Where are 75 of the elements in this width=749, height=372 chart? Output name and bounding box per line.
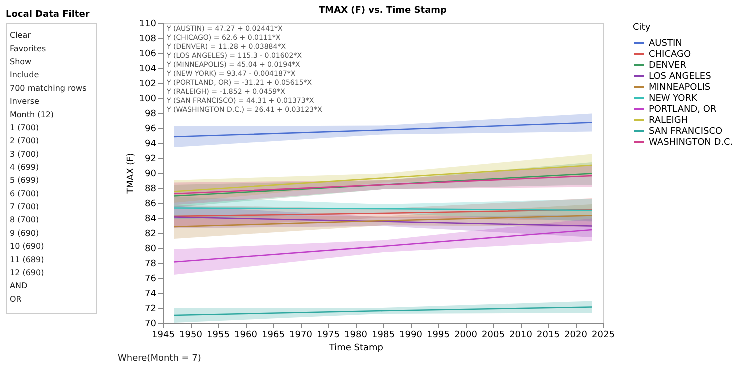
chart-title: TMAX (F) vs. Time Stamp [319, 6, 448, 16]
legend-label: RALEIGH [649, 116, 688, 126]
legend-label: LOS ANGELES [649, 72, 712, 82]
y-axis-title: TMAX (F) [126, 153, 136, 195]
text: AND [10, 282, 28, 291]
y-tick-label: 78 [145, 260, 157, 270]
legend-label: AUSTIN [649, 39, 682, 49]
text: 1 (700) [10, 123, 40, 132]
text: 7 (700) [10, 202, 40, 212]
text: 12 (690) [10, 268, 44, 278]
x-tick-label: 1985 [372, 330, 395, 340]
text: 5 (699) [10, 176, 40, 186]
legend-label: MINNEAPOLIS [649, 83, 711, 93]
y-tick-label: 76 [145, 274, 157, 284]
y-tick-label: 82 [145, 230, 156, 240]
y-tick-label: 98 [145, 110, 157, 120]
text: 10 (690) [10, 242, 44, 252]
x-tick-label: 1990 [400, 330, 423, 340]
x-tick-label: 2005 [482, 330, 505, 340]
x-tick-label: 1965 [262, 330, 285, 340]
y-tick-label: 92 [145, 154, 156, 164]
x-tick-label: 1960 [234, 330, 258, 340]
legend-label: DENVER [649, 61, 686, 71]
y-tick-label: 90 [145, 170, 157, 180]
y-tick-label: 102 [139, 80, 156, 90]
legend-label: WASHINGTON D.C. [649, 138, 734, 148]
text: 9 (690) [10, 228, 40, 238]
text: Favorites [10, 44, 46, 54]
text: Local Data Filter [6, 10, 90, 20]
y-tick-label: 84 [145, 214, 157, 224]
y-tick-label: 96 [145, 124, 157, 134]
y-tick-label: 94 [145, 140, 157, 150]
legend-label: NEW YORK [649, 94, 699, 104]
text: 11 (689) [10, 255, 44, 264]
y-tick-label: 110 [139, 20, 157, 30]
x-tick-label: 1995 [427, 330, 450, 340]
legend-label: CHICAGO [649, 50, 692, 60]
x-axis-title: Time Stamp [328, 344, 384, 354]
x-tick-label: 2010 [510, 330, 533, 340]
y-tick-label: 80 [145, 244, 157, 254]
text: 8 (700) [10, 216, 40, 225]
x-tick-label: 1970 [290, 330, 313, 340]
x-tick-label: 1975 [317, 330, 340, 340]
y-tick-label: 104 [139, 64, 157, 74]
y-tick-label: 100 [139, 94, 157, 104]
x-tick-label: 2020 [564, 330, 588, 340]
x-tick-label: 2000 [454, 330, 478, 340]
y-tick-label: 74 [145, 290, 157, 300]
x-tick-label: 1955 [207, 330, 230, 340]
y-tick-label: 72 [145, 304, 156, 314]
text: Clear [10, 31, 32, 40]
legend-title: City [633, 23, 652, 33]
x-tick-label: 2015 [537, 330, 560, 340]
y-tick-label: 86 [145, 200, 157, 210]
text: Where(Month = 7) [118, 354, 202, 364]
text: 4 (699) [10, 163, 40, 172]
text: 3 (700) [10, 150, 40, 159]
y-tick-label: 88 [145, 184, 157, 194]
x-tick-label: 1950 [180, 330, 203, 340]
y-tick-label: 70 [145, 320, 157, 330]
text: Month (12) [10, 110, 54, 120]
text: Show [10, 58, 32, 67]
x-tick-label: 1980 [344, 330, 368, 340]
text: Inverse [10, 97, 40, 106]
text: 6 (700) [10, 189, 40, 198]
x-tick-label: 2025 [592, 330, 615, 340]
legend-label: SAN FRANCISCO [649, 127, 723, 137]
text: 700 matching rows [10, 84, 87, 93]
legend-label: PORTLAND, OR [649, 105, 717, 115]
y-tick-label: 108 [139, 34, 157, 44]
text: OR [10, 294, 22, 304]
x-tick-label: 1945 [152, 330, 175, 340]
text: 2 (700) [10, 136, 40, 146]
text: Include [10, 70, 40, 80]
y-tick-label: 106 [139, 50, 157, 60]
